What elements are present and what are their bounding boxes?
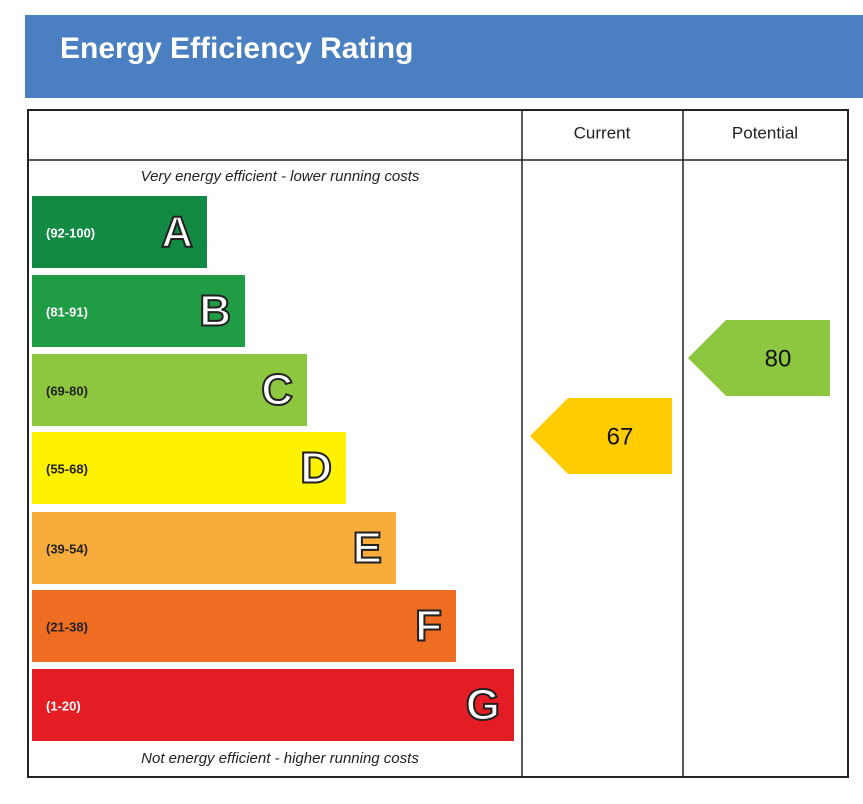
band-letter: G	[466, 681, 500, 730]
band-range: (21-38)	[46, 619, 88, 634]
rating-arrow	[688, 320, 830, 396]
band-range: (69-80)	[46, 383, 88, 398]
top-note: Very energy efficient - lower running co…	[141, 168, 420, 185]
column-header: Current	[574, 123, 631, 142]
band-letter: F	[415, 602, 442, 651]
rating-band	[32, 275, 245, 347]
rating-value: 67	[607, 423, 634, 450]
title: Energy Efficiency Rating	[60, 32, 413, 65]
rating-arrow	[530, 398, 672, 474]
band-letter: B	[199, 287, 231, 336]
column-header: Potential	[732, 123, 798, 142]
rating-band	[32, 196, 207, 268]
bottom-note: Not energy efficient - higher running co…	[141, 750, 419, 767]
band-range: (81-91)	[46, 304, 88, 319]
band-letter: A	[161, 208, 193, 257]
rating-value: 80	[765, 345, 792, 372]
band-range: (92-100)	[46, 225, 95, 240]
rating-band	[32, 512, 396, 584]
band-letter: D	[300, 444, 332, 493]
band-range: (1-20)	[46, 698, 81, 713]
band-letter: C	[261, 366, 293, 415]
band-letter: E	[353, 524, 382, 573]
table-frame	[27, 109, 849, 778]
band-range: (39-54)	[46, 541, 88, 556]
rating-band	[32, 432, 346, 504]
band-range: (55-68)	[46, 461, 88, 476]
rating-band	[32, 590, 456, 662]
rating-band	[32, 354, 307, 426]
header-bar	[25, 15, 863, 98]
rating-band	[32, 669, 514, 741]
